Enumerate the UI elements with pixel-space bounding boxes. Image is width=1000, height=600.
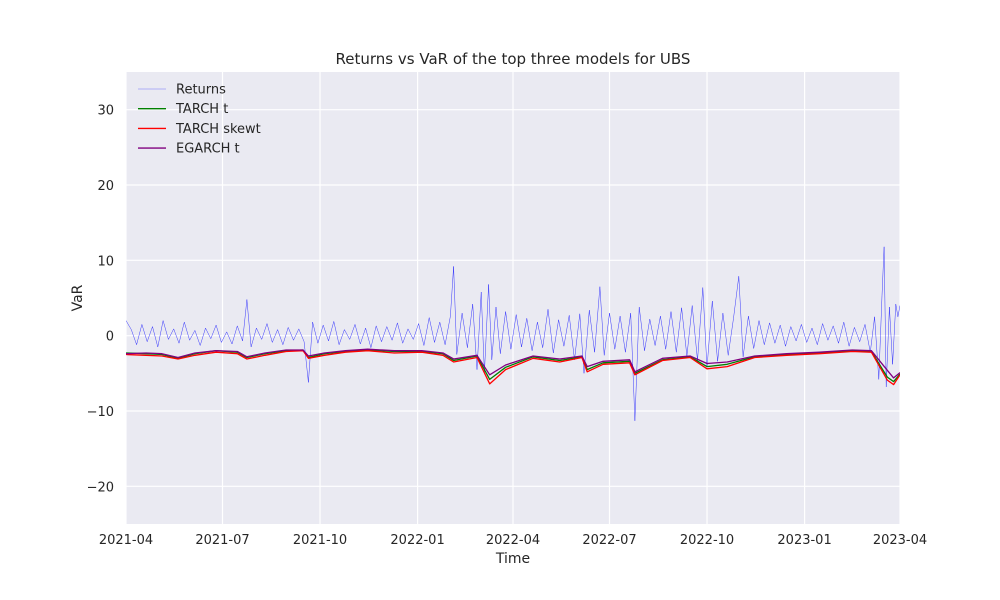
y-tick-label: 30 <box>97 104 114 119</box>
legend-label: TARCH skewt <box>175 122 261 137</box>
y-tick-label: 10 <box>97 254 114 269</box>
y-tick-label: 20 <box>97 179 114 194</box>
x-tick-label: 2022-07 <box>582 533 636 548</box>
legend-label: TARCH t <box>175 102 228 117</box>
y-tick-labels: −20 −10 0 10 20 30 <box>87 104 114 496</box>
x-gridlines <box>125 72 901 524</box>
legend-label: EGARCH t <box>176 142 240 157</box>
x-tick-label: 2023-04 <box>873 533 927 548</box>
y-axis-label: VaR <box>70 284 86 311</box>
x-tick-labels: 2021-04 2021-07 2021-10 2022-01 2022-04 2022-… <box>99 533 927 548</box>
series-line-tarch-skewt <box>126 350 900 386</box>
chart-title: Returns vs VaR of the top three models f… <box>336 50 691 68</box>
x-tick-label: 2022-01 <box>390 533 444 548</box>
x-tick-label: 2021-04 <box>99 533 153 548</box>
x-tick-label: 2022-04 <box>486 533 540 548</box>
x-axis-label: Time <box>495 551 530 567</box>
series-line-egarch-t <box>126 348 900 379</box>
series-line-returns <box>126 246 900 422</box>
legend: Returns TARCH t TARCH skewt EGARCH t <box>138 83 261 157</box>
y-tick-label: −20 <box>87 480 114 495</box>
legend-label: Returns <box>176 83 226 98</box>
y-tick-label: −10 <box>87 405 114 420</box>
y-tick-label: 0 <box>106 330 114 345</box>
x-tick-label: 2022-10 <box>680 533 734 548</box>
x-tick-label: 2021-07 <box>195 533 249 548</box>
x-tick-label: 2021-10 <box>293 533 347 548</box>
series-layer <box>126 246 900 422</box>
x-tick-label: 2023-01 <box>777 533 831 548</box>
